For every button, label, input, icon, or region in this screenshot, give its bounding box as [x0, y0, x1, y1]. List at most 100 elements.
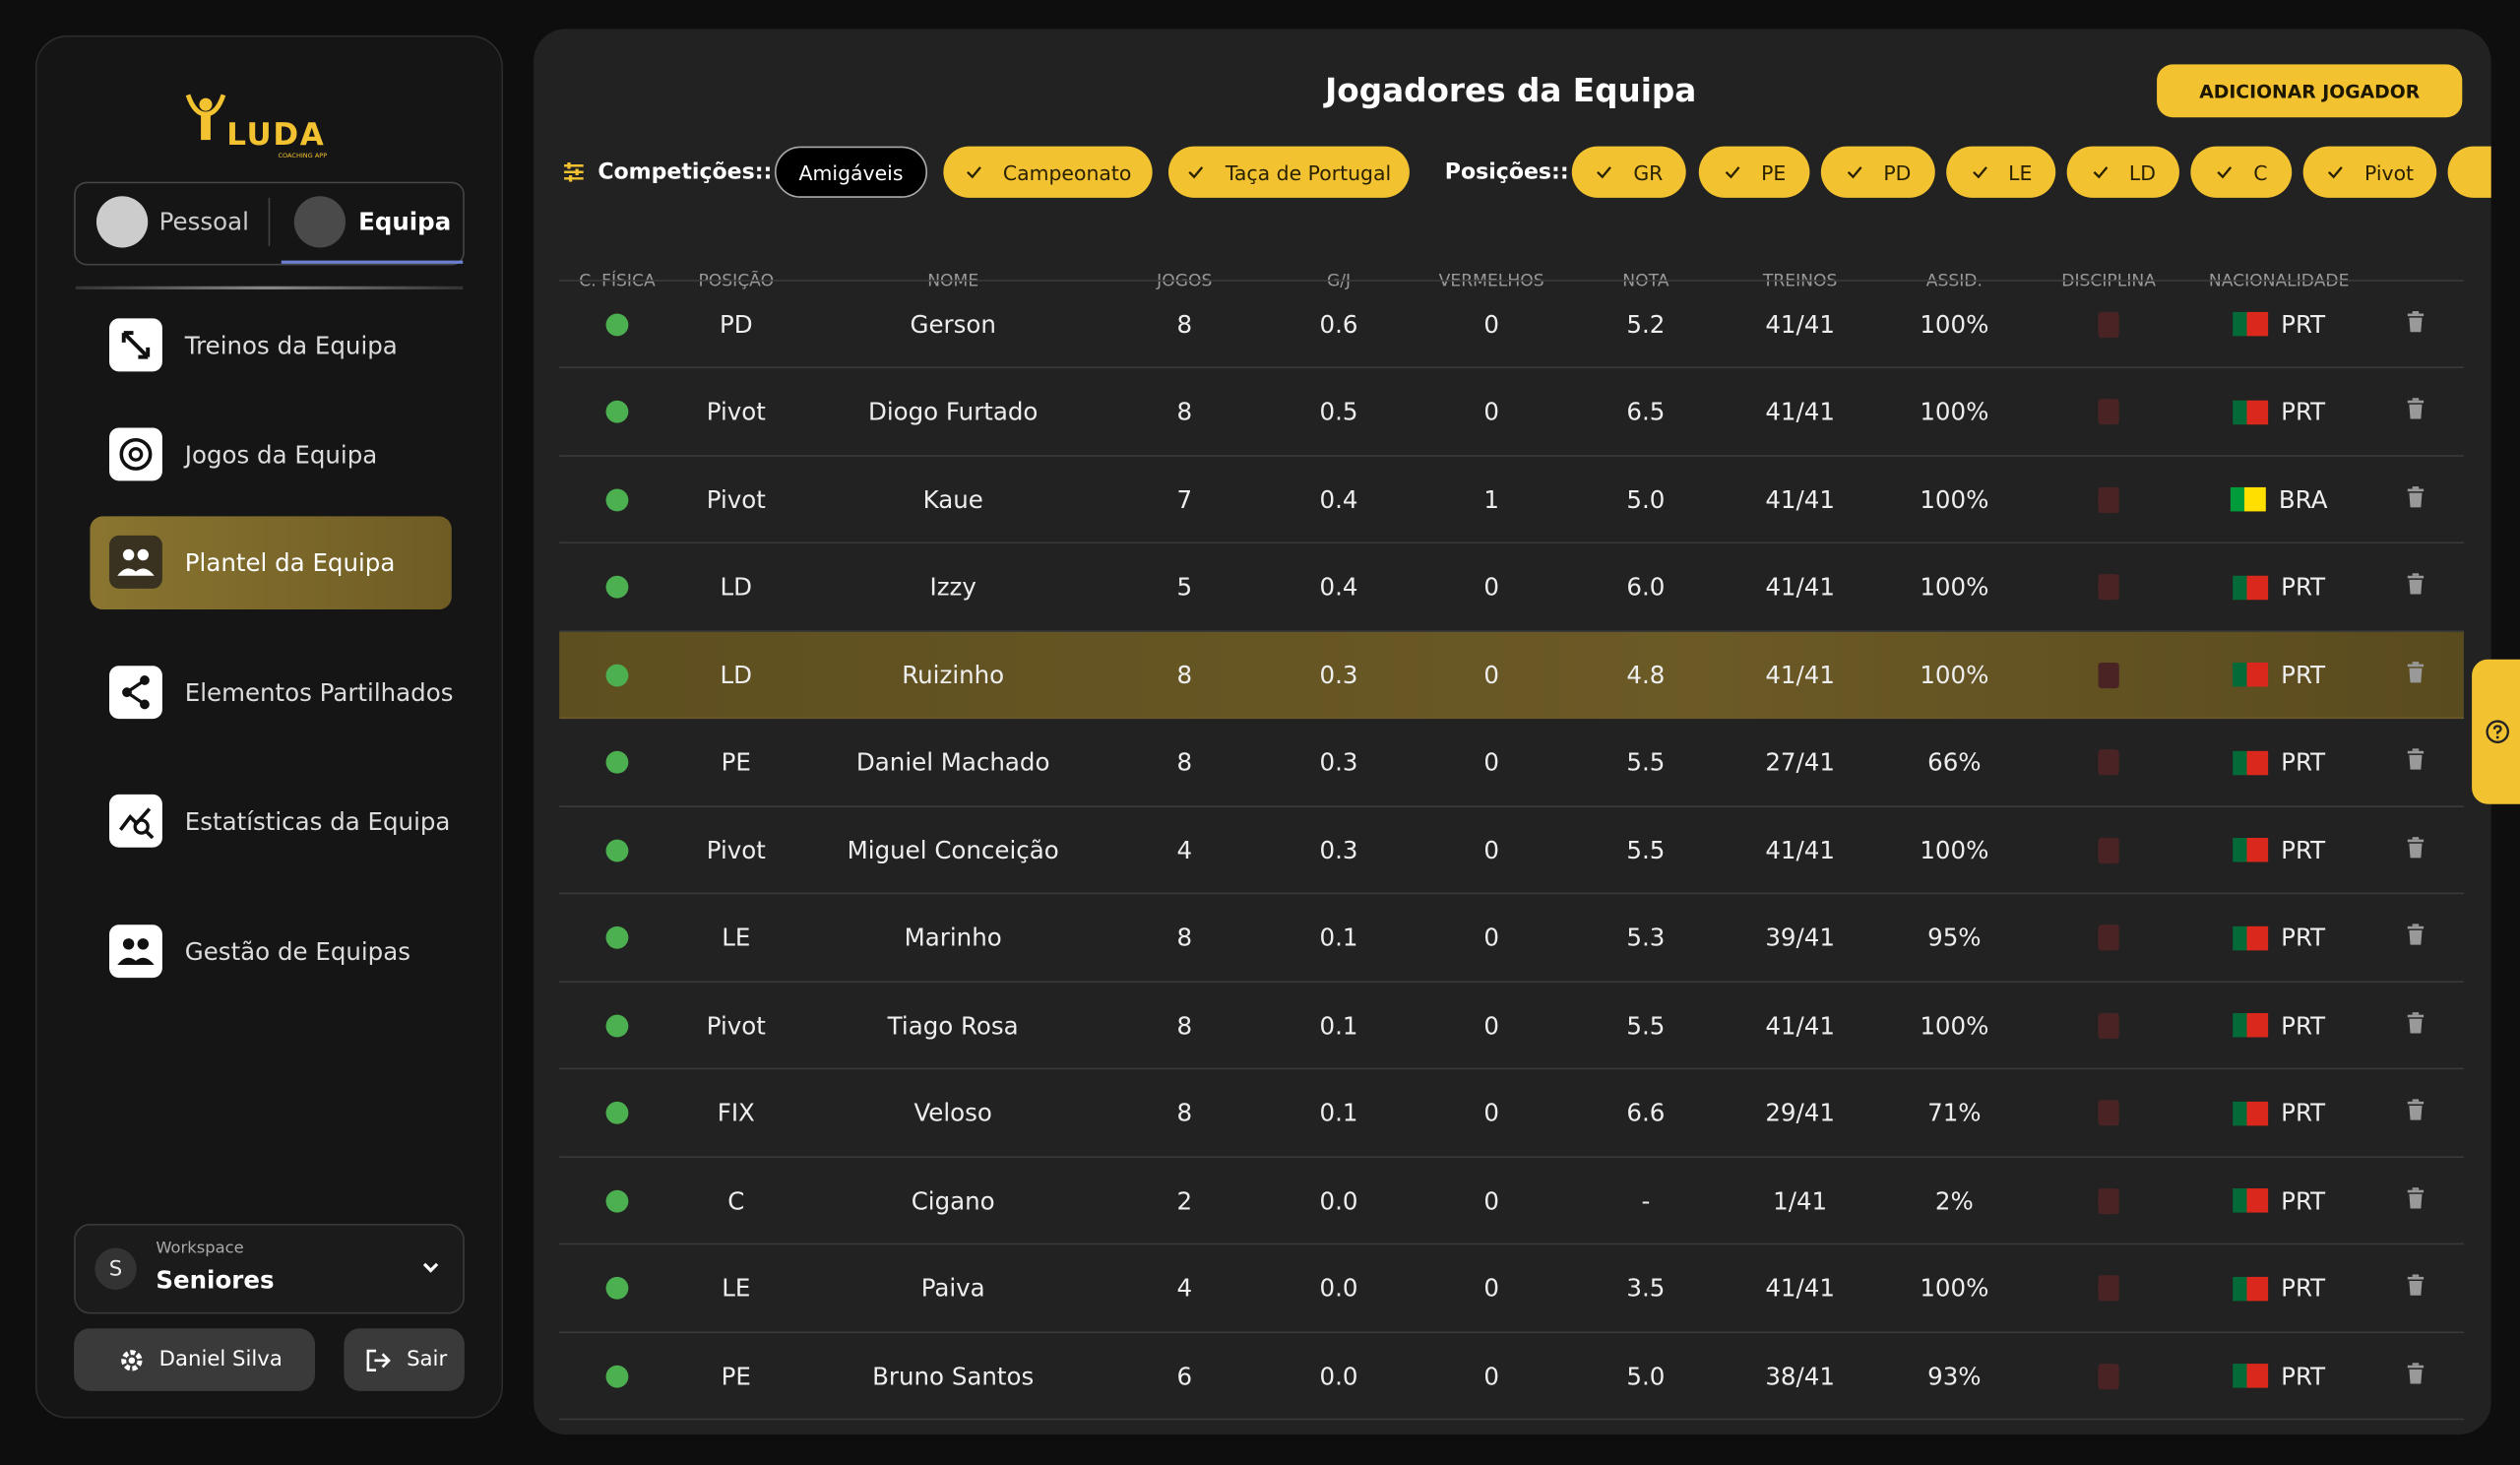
- table-row[interactable]: PD Gerson 8 0.6 0 5.2 41/41 100% PRT: [559, 282, 2464, 369]
- delete-button[interactable]: [2406, 1274, 2426, 1303]
- delete-button[interactable]: [2406, 1011, 2426, 1040]
- cell-position: PD: [719, 309, 753, 339]
- fitness-dot: [605, 838, 629, 861]
- help-tab[interactable]: [2472, 659, 2520, 804]
- filter-icon: [564, 161, 584, 182]
- cell-games: 4: [1176, 835, 1193, 864]
- table-row[interactable]: LD Izzy 5 0.4 0 6.0 41/41 100% PRT: [559, 544, 2464, 632]
- table-row[interactable]: LD Ruizinho 8 0.3 0 4.8 41/41 100% PRT: [559, 631, 2464, 720]
- table-row[interactable]: Pivot Diogo Furtado 8 0.5 0 6.5 41/41 100% PRT: [559, 369, 2464, 457]
- delete-button[interactable]: [2406, 924, 2426, 952]
- table-row[interactable]: Pivot Kaue 7 0.4 1 5.0 41/41 100% BRA: [559, 457, 2464, 544]
- filter-chip[interactable]: GR: [1571, 146, 1686, 198]
- nationality-code: BRA: [2278, 484, 2328, 514]
- nationality: PRT: [2233, 748, 2325, 777]
- icon: [121, 331, 151, 359]
- avatar: [95, 196, 149, 248]
- cell-red-cards: 0: [1483, 397, 1499, 426]
- filter-chip[interactable]: Pivot: [2302, 146, 2437, 198]
- table-row[interactable]: LE Marinho 8 0.1 0 5.3 39/41 95% PRT: [559, 895, 2464, 983]
- filter-chip[interactable]: C: [2190, 146, 2293, 198]
- table-row[interactable]: Pivot Miguel Conceição 4 0.3 0 5.5 41/41 100% PR…: [559, 807, 2464, 895]
- nationality-code: PRT: [2281, 1098, 2326, 1128]
- cell-name: Ruizinho: [902, 660, 1005, 689]
- logout-button[interactable]: [344, 1328, 465, 1391]
- tab-divider: [268, 197, 271, 246]
- check: [2093, 166, 2108, 179]
- nav-item[interactable]: Treinos da Equipa: [90, 299, 451, 393]
- check: [1597, 166, 1612, 179]
- tab-equipa[interactable]: Equipa: [358, 207, 452, 237]
- nationality-code: PRT: [2281, 1361, 2326, 1391]
- nationality: PRT: [2233, 836, 2325, 864]
- cell-position: LD: [720, 660, 753, 689]
- user-button[interactable]: [74, 1328, 316, 1391]
- nationality: PRT: [2233, 1362, 2325, 1390]
- tab-pessoal[interactable]: Pessoal: [158, 207, 249, 237]
- filter-chip[interactable]: LD: [2066, 146, 2179, 198]
- cell-red-cards: 0: [1483, 572, 1499, 602]
- chip-label: C: [2253, 159, 2268, 185]
- table-row[interactable]: PE Bruno Santos 6 0.0 0 5.0 38/41 93% PRT: [559, 1333, 2464, 1421]
- positions-label: Posições::: [1444, 159, 1569, 185]
- check: [2217, 166, 2233, 179]
- filter-chip[interactable]: PE: [1698, 146, 1810, 198]
- filter-chip[interactable]: Campeonato: [943, 146, 1153, 198]
- workspace-box[interactable]: [74, 1224, 465, 1314]
- cell-rating: 6.6: [1626, 1098, 1666, 1128]
- cell-goals-per-game: 0.6: [1319, 309, 1358, 339]
- cell-position: FIX: [717, 1098, 755, 1128]
- nav-item[interactable]: Elementos Partilhados: [90, 647, 454, 740]
- nav-item[interactable]: Jogos da Equipa: [90, 409, 451, 502]
- nationality-code: PRT: [2281, 835, 2326, 864]
- table-row[interactable]: C Cigano 2 0.0 0 - 1/41 2% PRT: [559, 1158, 2464, 1245]
- filter-chip[interactable]: Amigáveis: [774, 146, 928, 198]
- fitness-dot: [605, 575, 629, 599]
- trash-icon: [2407, 1274, 2425, 1296]
- nav-label: Elementos Partilhados: [184, 678, 454, 708]
- table-row[interactable]: Pivot Tiago Rosa 8 0.1 0 5.5 41/41 100% PRT: [559, 983, 2464, 1070]
- table-row[interactable]: PE Daniel Machado 8 0.3 0 5.5 27/41 66% PRT: [559, 720, 2464, 807]
- fitness-dot: [605, 312, 629, 336]
- cell-goals-per-game: 0.1: [1319, 923, 1358, 952]
- cell-games: 2: [1176, 1185, 1193, 1216]
- delete-button[interactable]: [2406, 748, 2426, 777]
- delete-button[interactable]: [2406, 1362, 2426, 1390]
- delete-button[interactable]: [2406, 484, 2426, 513]
- nav-item[interactable]: Gestão de Equipas: [90, 906, 451, 999]
- cell-name: Marinho: [904, 923, 1002, 952]
- delete-button[interactable]: [2406, 1099, 2426, 1127]
- flag: [2233, 749, 2269, 775]
- cell-trainings: 38/41: [1765, 1361, 1835, 1391]
- flag: [2230, 486, 2266, 512]
- nav-item[interactable]: Estatísticas da Equipa: [90, 775, 451, 868]
- delete-button[interactable]: [2406, 1186, 2426, 1215]
- delete-button[interactable]: [2406, 572, 2426, 601]
- cell-goals-per-game: 0.3: [1319, 660, 1358, 689]
- discipline-box: [2098, 662, 2119, 688]
- icon: [122, 675, 150, 710]
- cell-goals-per-game: 0.4: [1319, 484, 1358, 514]
- cell-attendance: 66%: [1927, 747, 1982, 777]
- flag: [2233, 925, 2269, 950]
- delete-button[interactable]: [2406, 661, 2426, 689]
- table-top-line: [559, 280, 2464, 282]
- chip-partial[interactable]: [2447, 146, 2491, 198]
- table-row[interactable]: FIX Veloso 8 0.1 0 6.6 29/41 71% PRT: [559, 1070, 2464, 1158]
- nav-item[interactable]: Plantel da Equipa: [90, 516, 452, 610]
- cell-red-cards: 0: [1483, 1098, 1499, 1128]
- cell-rating: 5.5: [1626, 1010, 1666, 1040]
- delete-button[interactable]: [2406, 836, 2426, 864]
- filter-chip[interactable]: LE: [1946, 146, 2056, 198]
- add-player-button[interactable]: ADICIONAR JOGADOR: [2157, 64, 2463, 118]
- delete-button[interactable]: [2406, 309, 2426, 338]
- cell-attendance: 100%: [1920, 660, 1989, 689]
- trash-icon: [2407, 398, 2425, 419]
- cell-rating: 6.5: [1626, 397, 1666, 426]
- filter-chip[interactable]: PD: [1820, 146, 1935, 198]
- nationality-code: PRT: [2281, 397, 2326, 426]
- delete-button[interactable]: [2406, 397, 2426, 425]
- table-row[interactable]: LE Paiva 4 0.0 0 3.5 41/41 100% PRT: [559, 1245, 2464, 1333]
- filter-chip[interactable]: Taça de Portugal: [1167, 146, 1410, 198]
